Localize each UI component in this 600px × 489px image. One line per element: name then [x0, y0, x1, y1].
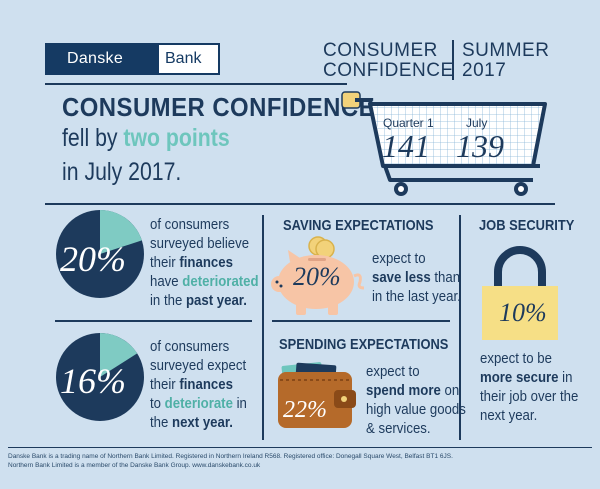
- job-l3: their job over the: [480, 388, 579, 405]
- job-l4: next year.: [480, 407, 538, 424]
- headline-line2-emphasis: two points: [123, 124, 230, 152]
- logo-text-right: Bank: [159, 45, 218, 73]
- saving-text: expect to save less than in the last yea…: [372, 249, 461, 306]
- finances-next-text: of consumers surveyed expect their finan…: [150, 337, 247, 432]
- spending-text: expect to spend more on high value goods…: [366, 362, 466, 438]
- spending-pct: 22%: [283, 397, 327, 423]
- cart-value-quarter1: 141: [382, 128, 430, 164]
- pie-finances-past: [56, 210, 144, 298]
- headline-line2-text: fell by: [62, 124, 124, 152]
- header-confidence: CONFIDENCE: [323, 60, 454, 81]
- finances-past-l3: their finances: [150, 254, 233, 271]
- wallet-icon: [278, 362, 356, 428]
- cart-label-july: July: [466, 116, 488, 130]
- danske-bank-logo: Danske Bank: [45, 43, 220, 75]
- divider-right: [459, 215, 461, 440]
- cart-value-july: 139: [456, 128, 504, 164]
- left-rule: [55, 320, 252, 322]
- top-rule: [45, 83, 347, 85]
- spending-l4: & services.: [366, 420, 431, 437]
- divider-left: [262, 215, 264, 440]
- finances-next-l1: of consumers: [150, 338, 230, 355]
- header-year: 2017: [462, 60, 507, 81]
- header-consumer: CONSUMER: [323, 40, 438, 61]
- footer-line2: Northern Bank Limited is a member of the…: [8, 462, 261, 469]
- spending-l3: high value goods: [366, 401, 466, 418]
- shopping-cart-icon: [341, 91, 547, 196]
- saving-pct: 20%: [293, 262, 341, 291]
- headline-title: CONSUMER CONFIDENCE: [62, 92, 376, 122]
- finances-past-l4: have deteriorated: [150, 273, 259, 290]
- padlock-icon: [482, 246, 558, 340]
- finances-next-l4: to deteriorate in: [150, 395, 247, 412]
- job-pct: 10%: [499, 298, 547, 327]
- finances-next-l3: their finances: [150, 376, 233, 393]
- pie-finances-next: [56, 333, 144, 421]
- saving-l3: in the last year.: [372, 288, 461, 305]
- job-l2: more secure in: [480, 369, 573, 386]
- center-rule: [272, 320, 450, 322]
- finances-past-text: of consumers surveyed believe their fina…: [150, 215, 259, 310]
- job-l1: expect to be: [480, 350, 552, 367]
- logo-text-left: Danske: [67, 50, 124, 67]
- spending-l2: spend more on: [366, 382, 460, 399]
- job-text: expect to be more secure in their job ov…: [480, 349, 578, 425]
- footer: Danske Bank is a trading name of Norther…: [8, 452, 453, 470]
- pie-finances-next-label: 16%: [60, 361, 126, 401]
- finances-next-l5: the next year.: [150, 414, 233, 431]
- saving-title: SAVING EXPECTATIONS: [283, 217, 434, 234]
- bottom-rule: [8, 447, 592, 448]
- cart-label-quarter1: Quarter 1: [383, 116, 434, 130]
- finances-past-l1: of consumers: [150, 216, 230, 233]
- headline-line3: in July 2017.: [62, 158, 182, 186]
- footer-line1: Danske Bank is a trading name of Norther…: [8, 453, 453, 460]
- job-title: JOB SECURITY: [479, 217, 575, 234]
- headline-line2: fell by two points: [62, 124, 230, 153]
- spending-l1: expect to: [366, 363, 420, 380]
- saving-l1: expect to: [372, 250, 426, 267]
- spending-title: SPENDING EXPECTATIONS: [279, 336, 449, 353]
- pie-finances-past-label: 20%: [60, 239, 126, 279]
- header-summer: SUMMER: [462, 40, 550, 61]
- finances-past-l5: in the past year.: [150, 292, 247, 309]
- pie-slice: [100, 210, 142, 254]
- piggy-bank-icon: [271, 236, 365, 315]
- finances-past-l2: surveyed believe: [150, 235, 250, 252]
- pie-slice: [100, 333, 138, 377]
- middle-rule: [45, 203, 555, 205]
- header-divider: [452, 40, 454, 80]
- finances-next-l2: surveyed expect: [150, 357, 247, 374]
- saving-l2: save less than: [372, 269, 461, 286]
